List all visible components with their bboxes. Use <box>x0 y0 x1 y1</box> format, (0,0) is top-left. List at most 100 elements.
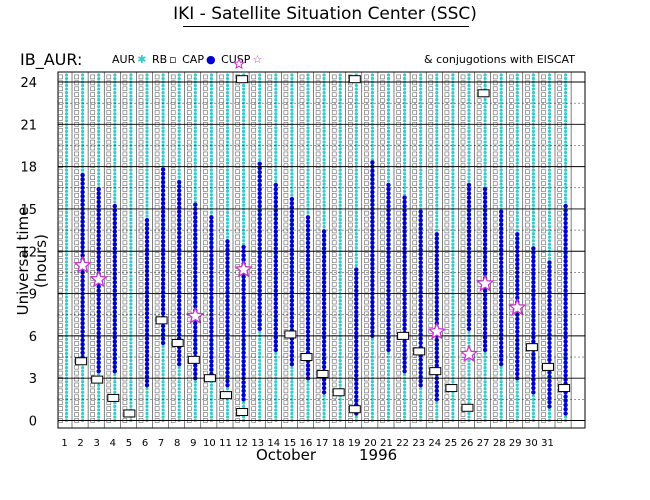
rb-marker <box>187 323 192 329</box>
aur-marker <box>225 175 230 179</box>
rb-marker <box>90 412 95 417</box>
rb-marker <box>170 163 176 169</box>
aur-marker <box>129 316 133 320</box>
aur-marker <box>258 344 262 349</box>
aur-marker <box>145 175 149 179</box>
rb-marker <box>444 110 450 115</box>
aur-marker <box>97 112 101 116</box>
aur-marker <box>193 154 197 158</box>
rb-marker <box>138 394 144 400</box>
aur-marker <box>515 126 519 130</box>
aur-marker <box>258 387 262 391</box>
aur-marker <box>306 154 310 158</box>
rb-marker <box>347 210 353 216</box>
aur-marker <box>403 415 407 419</box>
rb-marker <box>299 305 305 311</box>
rb-marker <box>299 382 305 388</box>
rb-marker <box>557 199 562 204</box>
rb-marker <box>380 199 385 204</box>
rb-marker <box>267 293 273 299</box>
aur-marker <box>354 214 358 218</box>
rb-marker <box>106 145 112 151</box>
aur-marker <box>193 126 197 130</box>
rb-marker <box>557 311 562 317</box>
rb-marker <box>557 341 562 346</box>
rb-marker <box>267 364 273 370</box>
rb-marker <box>541 353 546 358</box>
aur-marker <box>338 182 342 186</box>
aur-marker <box>193 105 197 109</box>
aur-marker <box>338 221 342 225</box>
rb-marker <box>187 299 192 305</box>
aur-marker <box>435 408 439 412</box>
aur-marker <box>290 112 294 116</box>
rb-marker <box>283 110 289 115</box>
aur-marker <box>338 154 342 158</box>
rb-marker <box>170 116 176 121</box>
aur-marker <box>370 373 374 377</box>
aur-marker <box>81 411 85 416</box>
rb-marker <box>138 175 144 180</box>
aur-marker <box>225 168 230 172</box>
rb-marker <box>138 264 144 269</box>
aur-marker <box>515 161 519 165</box>
rb-marker <box>106 317 112 323</box>
aur-marker <box>242 129 246 133</box>
aur-marker <box>129 157 133 162</box>
rb-marker <box>347 376 353 382</box>
aur-marker <box>145 415 149 419</box>
aur-marker <box>225 214 230 218</box>
aur-marker <box>193 179 197 183</box>
rb-marker <box>187 264 192 269</box>
aur-marker <box>338 330 342 334</box>
aur-marker <box>193 193 197 197</box>
aur-marker <box>354 175 358 179</box>
rb-marker <box>347 400 353 406</box>
aur-marker <box>386 161 391 165</box>
aur-marker <box>338 295 342 299</box>
rb-marker <box>557 246 562 252</box>
rb-marker <box>74 92 79 97</box>
aur-marker <box>322 133 326 137</box>
rb-marker <box>299 187 305 192</box>
aur-marker <box>145 408 149 412</box>
aur-marker <box>290 154 294 158</box>
rb-marker <box>267 382 273 388</box>
aur-marker <box>64 408 69 412</box>
aur-marker <box>483 105 487 109</box>
aur-marker <box>322 179 326 183</box>
aur-marker <box>209 193 213 197</box>
aur-marker <box>290 126 294 130</box>
aur-marker <box>435 168 439 172</box>
aur-marker <box>403 90 407 95</box>
aur-marker <box>483 112 487 116</box>
aur-marker <box>209 133 213 137</box>
aur-marker <box>129 337 133 342</box>
rb-marker <box>170 293 176 299</box>
aur-marker <box>129 115 133 119</box>
aur-marker <box>515 73 519 77</box>
rb-marker <box>267 323 273 329</box>
rb-marker <box>58 80 63 86</box>
aur-marker <box>483 366 487 370</box>
rb-marker <box>154 353 160 358</box>
aur-marker <box>242 179 246 183</box>
aur-marker <box>354 115 358 119</box>
legend-rb-label: RB <box>151 53 168 66</box>
rb-marker <box>557 110 562 115</box>
rb-marker <box>476 317 482 323</box>
rb-marker <box>331 157 337 163</box>
aur-marker <box>177 373 181 377</box>
rb-marker <box>58 175 63 180</box>
rb-marker <box>412 210 418 216</box>
rb-marker <box>299 264 305 269</box>
rb-marker <box>138 370 144 376</box>
aur-marker <box>225 133 230 137</box>
rb-marker <box>331 193 337 198</box>
rb-marker <box>428 222 434 228</box>
aur-marker <box>97 94 101 98</box>
satellite-label: IB_AUR: <box>20 50 83 69</box>
aur-marker <box>531 242 536 246</box>
rb-marker <box>347 258 353 263</box>
rb-marker <box>170 151 176 157</box>
